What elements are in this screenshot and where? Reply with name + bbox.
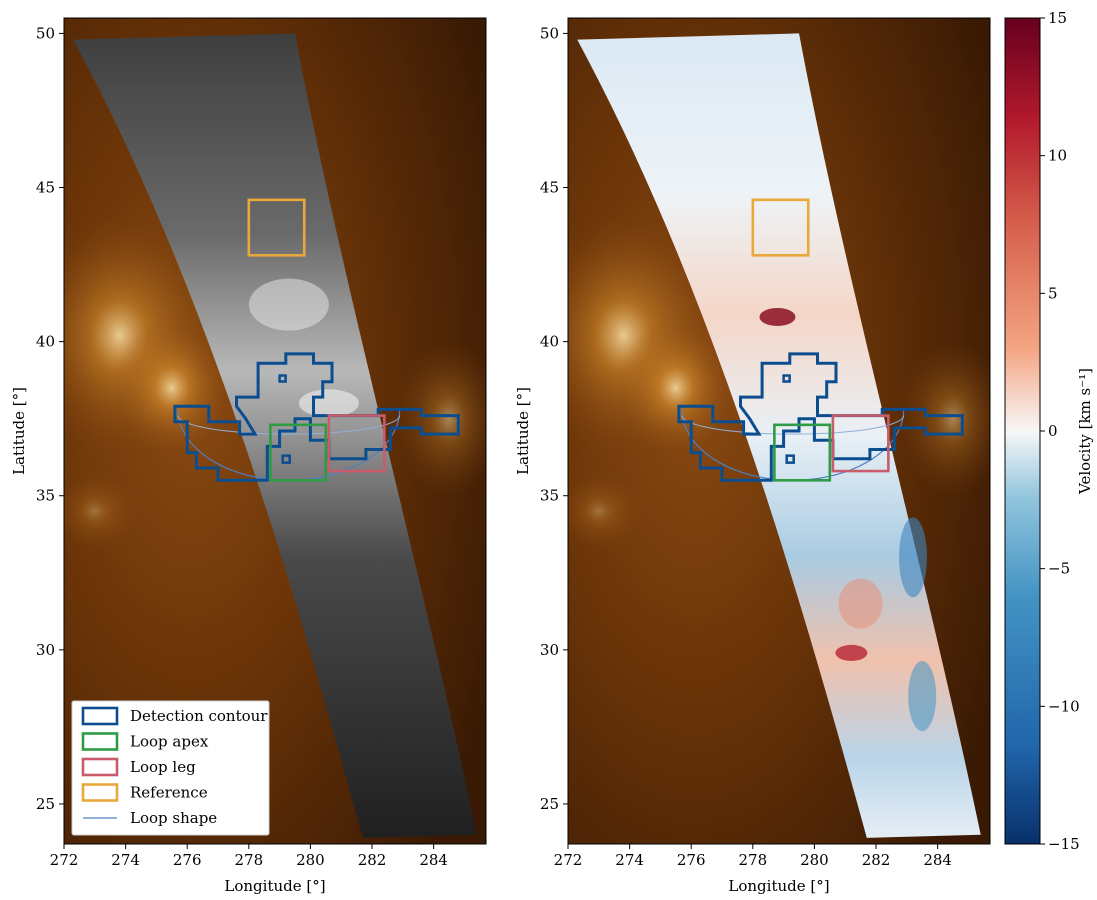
detection-contour-hole bbox=[785, 454, 795, 464]
legend-swatch bbox=[81, 732, 119, 751]
colorbar-tick-label: −10 bbox=[1048, 697, 1080, 715]
colorbar-gradient bbox=[1004, 17, 1041, 845]
detection-contour bbox=[173, 352, 460, 482]
south-brightening bbox=[64, 471, 140, 552]
x-axis: 272 274 276 278 280 282 284 bbox=[554, 844, 952, 869]
detection-contour-hole bbox=[278, 374, 287, 383]
y-tick-label: 35 bbox=[36, 487, 55, 505]
axes-frame bbox=[63, 17, 487, 845]
x-tick-label: 282 bbox=[358, 851, 387, 869]
loop-leg-box bbox=[327, 414, 386, 473]
reference-box bbox=[247, 198, 306, 257]
x-tick-label: 282 bbox=[862, 851, 891, 869]
colorbar-tick-label: 15 bbox=[1048, 9, 1067, 27]
reference-box bbox=[751, 198, 810, 257]
detection-contour-hole bbox=[782, 374, 791, 383]
legend-swatch bbox=[81, 706, 119, 726]
bright-emission-loop bbox=[298, 389, 359, 418]
x-tick-label: 284 bbox=[419, 851, 448, 869]
axes-frame bbox=[567, 17, 991, 845]
y-tick-label: 30 bbox=[540, 641, 559, 659]
x-axis-label: Longitude [°] bbox=[224, 877, 325, 895]
y-tick-label: 45 bbox=[36, 179, 55, 197]
y-tick-label: 25 bbox=[36, 795, 55, 813]
y-tick-label: 40 bbox=[36, 333, 55, 351]
y-tick-label: 30 bbox=[36, 641, 55, 659]
colorbar-tick-label: −15 bbox=[1048, 835, 1080, 853]
legend-entry-label: Detection contour bbox=[130, 707, 268, 725]
colorbar-tick-label: 0 bbox=[1048, 422, 1058, 440]
east-brightening bbox=[394, 338, 486, 499]
loop-leg-box bbox=[831, 414, 890, 473]
legend: Detection contour Loop apex Loop leg Refere… bbox=[71, 700, 270, 836]
legend-swatch bbox=[81, 757, 119, 777]
x-tick-label: 274 bbox=[111, 851, 140, 869]
legend-entry-label: Loop shape bbox=[130, 809, 217, 827]
slit-raster bbox=[577, 33, 981, 838]
y-tick-label: 40 bbox=[540, 333, 559, 351]
redshift-patch bbox=[759, 307, 796, 326]
active-region-core bbox=[615, 317, 736, 458]
y-axis-label: Latitude [°] bbox=[514, 387, 532, 475]
slit-raster bbox=[73, 33, 477, 838]
bright-emission bbox=[248, 278, 329, 331]
legend-entry-label: Loop apex bbox=[130, 733, 209, 751]
euv-context-image bbox=[568, 18, 990, 844]
loop-apex-box bbox=[773, 423, 832, 482]
legend-entry-label: Reference bbox=[130, 784, 208, 802]
colorbar-tick-label: 5 bbox=[1048, 284, 1058, 302]
y-axis-label: Latitude [°] bbox=[10, 387, 28, 475]
legend-box bbox=[71, 700, 270, 836]
colorbar-tick-label: −5 bbox=[1048, 560, 1070, 578]
x-tick-label: 280 bbox=[296, 851, 325, 869]
blueshift-region bbox=[908, 661, 937, 732]
x-axis-label: Longitude [°] bbox=[728, 877, 829, 895]
panel-left: 272 274 276 278 280 282 284 25 30 35 40 45 50 Longitu… bbox=[10, 17, 487, 895]
detection-contour bbox=[677, 352, 964, 482]
active-region-core bbox=[111, 317, 232, 458]
y-tick-label: 45 bbox=[540, 179, 559, 197]
y-tick-label: 50 bbox=[36, 24, 55, 42]
x-axis: 272 274 276 278 280 282 284 bbox=[50, 844, 448, 869]
colorbar-tick-label: 10 bbox=[1048, 147, 1067, 165]
y-tick-label: 35 bbox=[540, 487, 559, 505]
y-tick-label: 50 bbox=[540, 24, 559, 42]
x-tick-label: 276 bbox=[173, 851, 202, 869]
detection-contour-hole bbox=[281, 454, 291, 464]
panel-right: 272 274 276 278 280 282 284 25 30 35 40 45 50 Longitu… bbox=[514, 17, 991, 895]
x-tick-label: 278 bbox=[738, 851, 767, 869]
y-axis: 25 30 35 40 45 50 bbox=[36, 24, 64, 813]
legend-entry-label: Loop leg bbox=[130, 758, 196, 776]
redshift-patch bbox=[835, 644, 868, 661]
x-tick-label: 272 bbox=[50, 851, 79, 869]
x-tick-label: 280 bbox=[800, 851, 829, 869]
blueshift-region bbox=[898, 517, 927, 598]
x-tick-label: 284 bbox=[923, 851, 952, 869]
x-tick-label: 274 bbox=[615, 851, 644, 869]
x-tick-label: 278 bbox=[234, 851, 263, 869]
legend-swatch bbox=[81, 783, 119, 802]
loop-apex-box bbox=[269, 423, 328, 482]
south-brightening bbox=[568, 471, 644, 552]
colorbar: −15 −10 −5 0 5 10 15 Velocity [km s⁻¹] bbox=[1004, 9, 1094, 853]
redshift-region bbox=[838, 578, 883, 629]
x-tick-label: 272 bbox=[554, 851, 583, 869]
east-brightening bbox=[898, 338, 990, 499]
x-tick-label: 276 bbox=[677, 851, 706, 869]
y-axis: 25 30 35 40 45 50 bbox=[540, 24, 568, 813]
y-tick-label: 25 bbox=[540, 795, 559, 813]
colorbar-label: Velocity [km s⁻¹] bbox=[1076, 368, 1094, 495]
